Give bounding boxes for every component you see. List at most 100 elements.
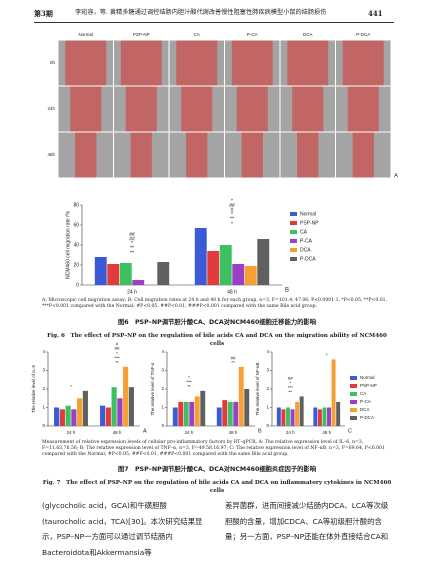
y-tick-label: 0 — [76, 282, 79, 288]
legend-swatch — [290, 239, 297, 243]
legend-swatch — [290, 230, 297, 234]
significance-mark: * — [231, 221, 233, 227]
header-rule — [34, 22, 394, 23]
migration-gap — [241, 132, 263, 178]
bar — [128, 387, 134, 426]
bar — [183, 401, 189, 426]
legend-label: PSP-NP — [360, 383, 377, 388]
significance-mark: * — [231, 212, 233, 218]
bar — [222, 400, 228, 426]
x-tick-label: 24 h — [185, 430, 194, 435]
column-label: CA — [194, 32, 200, 37]
y-tick-label: 0 — [161, 423, 164, 428]
legend-swatch — [290, 212, 297, 216]
legend-swatch — [350, 416, 357, 420]
y-tick-label: 1 — [42, 405, 45, 410]
bar — [227, 401, 233, 426]
significance-mark: *** — [186, 379, 192, 384]
bar — [157, 262, 170, 285]
bar — [317, 409, 322, 426]
y-axis-label: The relative level of NF-κB — [255, 362, 260, 415]
bar — [216, 407, 222, 426]
legend-label: CA — [360, 391, 366, 396]
legend-label: CA — [300, 229, 308, 235]
significance-mark: ** — [230, 217, 234, 223]
migration-gap — [342, 40, 384, 86]
y-tick-label: 3 — [161, 368, 164, 373]
significance-mark: ** — [130, 246, 134, 252]
bar — [281, 409, 286, 426]
bar — [232, 264, 245, 285]
significance-mark: ## — [230, 355, 236, 360]
migration-gap — [130, 132, 152, 178]
x-tick-label: 24 h — [127, 289, 137, 295]
y-tick-label: 1 — [161, 405, 164, 410]
page-number: 441 — [368, 9, 383, 18]
y-tick-label: 1 — [266, 405, 269, 410]
y-axis-label: The relative level of TNF-α — [150, 362, 155, 415]
y-tick-label: 60 — [73, 222, 79, 228]
bar — [82, 390, 88, 426]
significance-mark: ## — [229, 203, 235, 209]
x-tick-label: 48 h — [229, 430, 238, 435]
bar — [244, 389, 250, 426]
migration-gap — [231, 40, 273, 86]
significance-mark: ## — [129, 232, 135, 238]
migration-gap — [120, 40, 162, 86]
bar — [290, 409, 295, 426]
migration-gap — [236, 86, 268, 132]
bar — [194, 228, 207, 285]
legend-label: Normal — [300, 211, 316, 217]
legend-swatch — [290, 248, 297, 252]
row-label: 0h — [50, 60, 56, 65]
bar — [117, 398, 123, 426]
significance-mark: * — [116, 351, 118, 356]
legend-swatch — [290, 257, 297, 261]
running-title: 李宛容，等. 黄精多糖通过调控结肠内胆汁酸代谢改善慢性阻塞性肺疾病模型小鼠的结肠… — [75, 9, 327, 16]
legend-swatch — [350, 376, 357, 380]
row-label: 24h — [47, 106, 55, 111]
migration-gap — [176, 40, 218, 86]
fig6-caption-cn: 图6 PSP–NP调节胆汁酸CA、DCA对NCM460细胞迁移能力的影响 — [117, 319, 317, 326]
bar — [54, 407, 60, 426]
significance-mark: ** — [288, 390, 292, 395]
legend-label: PSP-NP — [300, 220, 319, 226]
bar — [105, 407, 111, 426]
bar — [336, 401, 341, 426]
column-label: Normal — [78, 32, 93, 37]
fig6-caption-en: Fig. 6 The effect of PSP–NP on the regul… — [47, 333, 387, 347]
bar — [194, 396, 200, 426]
column-label: DCA — [303, 32, 313, 37]
migration-gap — [75, 132, 97, 178]
issue: 第3期 — [34, 9, 53, 18]
body-right: 差异菌群，进而间接减少结肠内DCA、LCA等次级胆酸的含量，增加CDCA、CA等… — [225, 501, 389, 541]
panel-label: C — [348, 428, 352, 434]
legend-swatch — [290, 221, 297, 225]
x-tick-label: 24 h — [67, 430, 76, 435]
row-label: 48h — [47, 152, 55, 157]
significance-mark: ** — [187, 384, 191, 389]
significance-mark: ## — [114, 346, 120, 351]
bar — [322, 407, 327, 426]
bar — [189, 401, 195, 426]
bar — [123, 366, 129, 426]
y-tick-label: 4 — [42, 349, 45, 354]
y-tick-label: 3 — [266, 368, 269, 373]
y-axis-label: NCM460 cell migration rate /% — [65, 211, 71, 279]
legend-label: DCA — [300, 247, 311, 253]
bar — [200, 390, 206, 426]
bar — [207, 251, 220, 285]
significance-mark: ** — [115, 360, 119, 365]
y-tick-label: 0 — [42, 423, 45, 428]
migration-gap — [125, 86, 157, 132]
legend-swatch — [350, 384, 357, 388]
significance-mark: * — [326, 353, 328, 358]
migration-gap — [186, 132, 208, 178]
y-tick-label: 80 — [73, 202, 79, 208]
fig7-caption-cn: 图7 PSP–NP调节胆汁酸CA、DCA对NCM460细胞炎症因子的影响 — [117, 466, 317, 473]
y-tick-label: 2 — [42, 386, 45, 391]
panel-label: B — [258, 428, 262, 434]
x-tick-label: 48 h — [322, 430, 331, 435]
y-tick-label: 4 — [266, 349, 269, 354]
bar — [299, 396, 304, 426]
